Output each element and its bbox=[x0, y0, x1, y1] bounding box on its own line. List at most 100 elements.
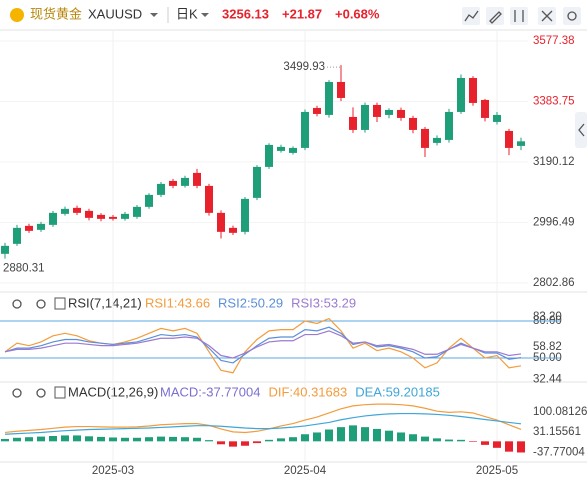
gear-icon[interactable] bbox=[36, 299, 46, 309]
macd-bar bbox=[325, 429, 333, 442]
legend-entry: RSI2:50.29 bbox=[218, 295, 283, 310]
macd-bar bbox=[25, 437, 33, 442]
candle-body bbox=[361, 104, 369, 130]
candle-body bbox=[97, 214, 105, 219]
candle-body bbox=[73, 207, 81, 213]
candle-body bbox=[217, 212, 225, 232]
candle-body bbox=[121, 213, 129, 219]
rsi-title: RSI(7,14,21) bbox=[68, 295, 142, 310]
macd-bar bbox=[73, 435, 81, 442]
macd-bar bbox=[313, 432, 321, 442]
macd-bar bbox=[37, 436, 45, 442]
candle-body bbox=[433, 137, 441, 143]
y-tick-label: 3190.12 bbox=[533, 156, 575, 168]
candle-body bbox=[325, 81, 333, 115]
macd-bar bbox=[133, 437, 141, 442]
candle-body bbox=[37, 223, 45, 230]
candle-body bbox=[337, 81, 345, 98]
macd-bar bbox=[61, 435, 69, 442]
eye-icon[interactable] bbox=[12, 299, 22, 309]
candle-body bbox=[133, 206, 141, 217]
candle-body bbox=[469, 77, 477, 103]
macd-bar bbox=[361, 427, 369, 442]
gear-icon[interactable] bbox=[36, 388, 46, 398]
macd-bar bbox=[193, 437, 201, 442]
candle-body bbox=[301, 111, 309, 148]
rsi-line bbox=[4, 330, 522, 359]
dropdown-arrow[interactable] bbox=[201, 13, 209, 17]
candle-body bbox=[445, 111, 453, 140]
candle-body bbox=[169, 180, 177, 186]
y-tick-label: 83.20 bbox=[533, 311, 562, 323]
y-tick-label: 100.08126 bbox=[533, 406, 587, 418]
macd-bar bbox=[445, 439, 453, 442]
x-tick-label: 2025-03 bbox=[92, 465, 134, 477]
candle-body bbox=[49, 212, 57, 225]
eye-icon[interactable] bbox=[12, 388, 22, 398]
legend-entry: RSI1:43.66 bbox=[145, 295, 210, 310]
candle-body bbox=[109, 216, 117, 219]
x-tick-label: 2025-05 bbox=[476, 465, 518, 477]
legend-entry: RSI3:53.29 bbox=[291, 295, 356, 310]
legend-entry: DEA:59.20185 bbox=[355, 384, 440, 399]
legend-entry: MACD:-37.77004 bbox=[160, 384, 260, 399]
candle-body bbox=[193, 172, 201, 186]
macd-bar bbox=[145, 437, 153, 442]
candle-body bbox=[481, 99, 489, 118]
change: +21.87 bbox=[282, 6, 322, 21]
y-tick-label: 2996.49 bbox=[533, 216, 575, 228]
macd-bar bbox=[373, 428, 381, 442]
panel-icon[interactable] bbox=[54, 297, 66, 310]
candle-button[interactable] bbox=[510, 7, 528, 25]
panel-icon[interactable] bbox=[54, 386, 66, 399]
candle-body bbox=[157, 183, 165, 195]
macd-bar bbox=[433, 438, 441, 442]
macd-bar bbox=[481, 441, 489, 445]
symbol[interactable]: XAUUSD bbox=[88, 6, 142, 21]
macd-bar bbox=[205, 440, 213, 442]
candle-body bbox=[25, 225, 33, 231]
side-tab[interactable] bbox=[575, 112, 587, 148]
macd-bar bbox=[265, 439, 273, 442]
candle-body bbox=[205, 185, 213, 213]
macd-bar bbox=[493, 441, 501, 448]
candle-body bbox=[409, 117, 417, 130]
y-tick-label: 3577.38 bbox=[533, 35, 575, 47]
dropdown-arrow[interactable] bbox=[150, 13, 158, 17]
macd-bar bbox=[109, 437, 117, 442]
candle-body bbox=[493, 114, 501, 122]
macd-bar bbox=[469, 441, 477, 442]
y-tick-label: 31.15561 bbox=[533, 426, 581, 438]
macd-bar bbox=[385, 430, 393, 442]
change-percent: +0.68% bbox=[335, 6, 380, 21]
settings-icon bbox=[567, 11, 577, 21]
period[interactable]: 日K bbox=[176, 6, 198, 21]
candle-body bbox=[373, 104, 381, 117]
x-tick-label: 2025-04 bbox=[284, 465, 327, 477]
macd-bar bbox=[421, 436, 429, 442]
macd-bar bbox=[277, 438, 285, 442]
macd-bar bbox=[301, 434, 309, 442]
macd-bar bbox=[217, 441, 225, 445]
y-tick-label: 2802.86 bbox=[533, 277, 575, 289]
candle-body bbox=[1, 245, 9, 254]
candle-body bbox=[13, 227, 21, 244]
macd-bar bbox=[253, 441, 261, 444]
instrument-name[interactable]: 现货黄金 bbox=[30, 6, 82, 21]
candle-body bbox=[265, 144, 273, 167]
candle-body bbox=[349, 116, 357, 130]
candle-body bbox=[517, 141, 525, 146]
candle-body bbox=[145, 194, 153, 207]
macd-bar bbox=[121, 437, 129, 442]
side-tab-icon bbox=[578, 123, 585, 137]
settings-button[interactable] bbox=[563, 7, 581, 25]
candle-body bbox=[421, 128, 429, 148]
macd-bar bbox=[157, 436, 165, 442]
macd-bar bbox=[85, 436, 93, 442]
macd-bar bbox=[169, 436, 177, 442]
rsi-line bbox=[4, 326, 522, 364]
macd-bar bbox=[49, 436, 57, 442]
low-annotation: 2880.31 bbox=[3, 263, 45, 275]
indicator-icon bbox=[464, 10, 479, 22]
